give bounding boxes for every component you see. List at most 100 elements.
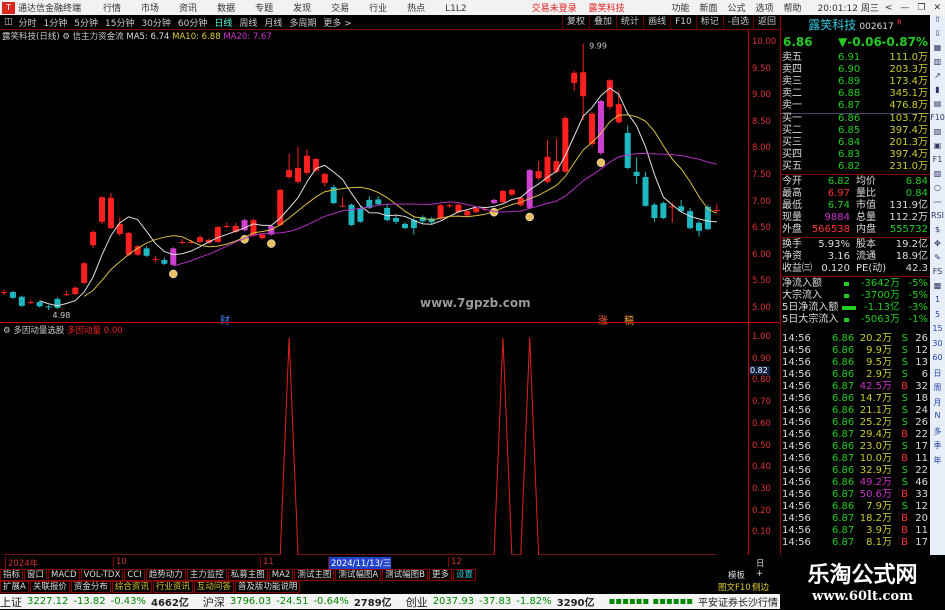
stock-tag[interactable]: 露笑科技 [588, 4, 625, 14]
indicator-tab[interactable]: MA2 [268, 569, 294, 581]
login-status[interactable]: 交易未登录 [531, 4, 577, 14]
info-tab[interactable]: 综合资讯 [111, 581, 152, 593]
sidebar-tool-icon[interactable]: ▣ [933, 141, 942, 150]
tick-row[interactable]: 14:56 6.87 10.0万 B 11 [780, 453, 930, 465]
system-menu-item[interactable]: 帮助 [783, 4, 802, 14]
sidebar-tool-icon[interactable]: 日 [933, 368, 942, 378]
indicator-tab[interactable]: 测试幅图B [382, 569, 428, 581]
template-button[interactable]: 模板 [728, 571, 746, 581]
close-button[interactable]: ✕ [933, 2, 941, 13]
chart-tool-button[interactable]: -自选 [722, 15, 753, 29]
period-tab[interactable]: 30分钟 [141, 18, 171, 29]
sidebar-tool-icon[interactable]: 周 [933, 383, 942, 392]
sidebar-tool-icon[interactable]: ✥ [934, 239, 941, 248]
indicator-tab[interactable]: 指标 [0, 569, 24, 581]
sidebar-tool-icon[interactable]: ○ [934, 183, 941, 192]
sidebar-tool-icon[interactable]: 〰 [933, 198, 942, 207]
chart-tool-button[interactable]: 标记 [695, 15, 723, 29]
sidebar-tool-icon[interactable]: ✎ [934, 253, 941, 262]
indicator-tab[interactable]: 私募主图 [227, 569, 268, 581]
sidebar-tool-icon[interactable]: 月 [933, 397, 942, 407]
draft-mark[interactable]: 稿 [624, 312, 634, 327]
menu-item[interactable]: 数据 [217, 4, 236, 14]
system-menu-item[interactable]: 公式 [727, 4, 746, 14]
menu-item[interactable]: 热点 [407, 4, 426, 14]
chart-tool-button[interactable]: 画线 [643, 15, 670, 29]
tick-row[interactable]: 14:56 6.86 7.9万 S 12 [780, 501, 930, 513]
tick-list[interactable]: 14:56 6.86 20.2万 S 26 14:56 6.86 9.9万 S 12 14:56 6.… [780, 333, 930, 553]
period-tab[interactable]: 更多 > [323, 18, 352, 29]
sidebar-tool-icon[interactable]: 30 [932, 338, 943, 348]
sidebar-tool-icon[interactable]: RSI [931, 211, 944, 220]
sidebar-tool-icon[interactable]: ▤ [933, 99, 942, 108]
tick-row[interactable]: 14:56 6.87 18.2万 B 20 [780, 513, 930, 525]
sidebar-tool-icon[interactable]: $ [934, 225, 941, 234]
menu-item[interactable]: 资讯 [179, 4, 198, 14]
tick-row[interactable]: 14:56 6.86 32.9万 S 22 [780, 465, 930, 477]
system-menu-item[interactable]: 新面 [699, 4, 718, 14]
tick-row[interactable]: 14:56 6.86 20.2万 S 26 [780, 333, 930, 345]
indicator-tab[interactable]: 趋势动力 [145, 569, 186, 581]
sidebar-tool-icon[interactable]: ▧ [933, 127, 942, 136]
period-tab[interactable]: 1分钟 [43, 18, 68, 29]
sidebar-tool-icon[interactable]: ↗ [934, 71, 941, 80]
tick-row[interactable]: 14:56 6.87 8.1万 B 17 [780, 537, 930, 549]
sidebar-tool-icon[interactable]: ▮ [935, 85, 940, 94]
sidebar-tool-icon[interactable]: FS [932, 267, 943, 276]
f10-button[interactable]: 图文F10 [718, 583, 751, 593]
indicator-tab[interactable]: 测试幅图A [335, 569, 382, 581]
menu-item[interactable]: L1L2 [445, 4, 467, 14]
tick-row[interactable]: 14:56 6.86 21.1万 S 24 [780, 405, 930, 417]
indicator-tab[interactable]: MACD [48, 569, 80, 581]
overlay-indicator[interactable]: 信主力资金流 [72, 32, 124, 42]
sidebar-tool-icon[interactable]: N [934, 411, 941, 420]
chart-tool-button[interactable]: 叠加 [589, 15, 616, 29]
system-menu-item[interactable]: 选项 [755, 4, 774, 14]
indicator-gear-icon[interactable]: ⚙ [3, 326, 11, 336]
period-tab[interactable]: 15分钟 [105, 18, 135, 29]
menu-item[interactable]: 交易 [331, 4, 350, 14]
menu-item[interactable]: 行情 [103, 4, 122, 14]
add-button[interactable]: + [756, 569, 764, 579]
sidebar-tool-icon[interactable]: F10 [930, 113, 945, 122]
sidebar-tool-icon[interactable]: 年 [933, 455, 942, 465]
menu-item[interactable]: 专题 [255, 4, 274, 14]
chart-tool-button[interactable]: 统计 [616, 15, 643, 29]
panel-toggle-icon[interactable]: ◫ [4, 17, 13, 27]
chart-tool-button[interactable]: 复权 [562, 15, 589, 29]
period-tab[interactable]: 周线 [239, 18, 258, 29]
period-tab[interactable]: 月线 [264, 18, 283, 29]
sidebar-tool-icon[interactable]: ▨ [933, 169, 942, 178]
sidebar-tool-icon[interactable]: F1 [932, 155, 943, 164]
side-button[interactable]: 侧边 [752, 583, 770, 593]
sidebar-tool-icon[interactable]: 季 [933, 441, 942, 450]
indicator-title[interactable]: 多因动量选股 [13, 326, 65, 336]
tick-row[interactable]: 14:56 6.86 14.7万 S 18 [780, 393, 930, 405]
period-tab[interactable]: 多周期 [289, 18, 317, 29]
sidebar-tool-icon[interactable]: 多 [933, 426, 942, 436]
tick-row[interactable]: 14:56 6.86 9.9万 S 12 [780, 345, 930, 357]
system-menu-item[interactable]: 功能 [671, 4, 690, 14]
tick-row[interactable]: 14:56 6.87 29.4万 B 22 [780, 429, 930, 441]
info-tab[interactable]: 普及版功能说明 [234, 581, 301, 593]
period-tab[interactable]: 5分钟 [74, 18, 98, 29]
limit-up-mark[interactable]: 涨 [598, 312, 608, 327]
indicator-tab[interactable]: 更多 [429, 569, 453, 581]
sidebar-tool-icon[interactable]: 60 [932, 353, 943, 362]
menu-item[interactable]: 市场 [141, 4, 160, 14]
info-tab[interactable]: 行业资讯 [152, 581, 193, 593]
period-tab[interactable]: 60分钟 [177, 18, 208, 29]
sidebar-tool-icon[interactable]: ⇩ [934, 29, 941, 38]
candlestick-chart[interactable]: 9.99 4.98 [0, 40, 780, 322]
chart-tool-button[interactable]: F10 [670, 15, 696, 29]
tick-row[interactable]: 14:56 6.86 25.2万 S 26 [780, 417, 930, 429]
minimize-button[interactable]: — [900, 2, 910, 13]
indicator-gear-icon[interactable]: ⚙ [62, 32, 70, 42]
indicator-tab[interactable]: CCI [124, 569, 145, 581]
sidebar-tool-icon[interactable]: ⇧ [934, 15, 941, 24]
info-tab[interactable]: 扩展A [0, 581, 29, 593]
indicator-tab[interactable]: 测试主图 [294, 569, 335, 581]
tick-row[interactable]: 14:56 6.86 2.9万 S 6 [780, 369, 930, 381]
indicator-tab[interactable]: VOL-TDX [80, 569, 124, 581]
tick-row[interactable]: 14:56 6.86 9.5万 S 13 [780, 357, 930, 369]
